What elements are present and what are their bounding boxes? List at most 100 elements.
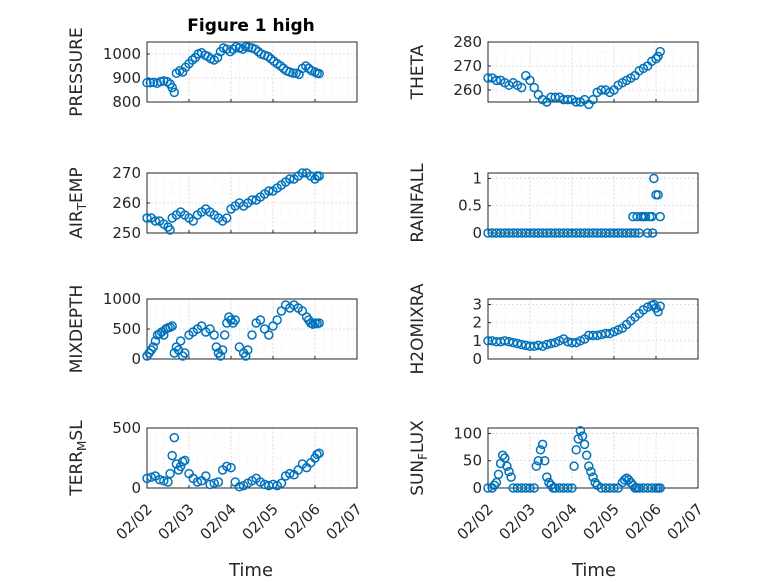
- data-point: [187, 55, 198, 65]
- data-point: [272, 315, 282, 325]
- x-tick-label: 02/04: [197, 500, 240, 543]
- y-axis-label: TERRMSL: [67, 420, 89, 497]
- x-tick-label: 02/07: [323, 500, 366, 543]
- subplot-air-temp: 250 260 270 AIRTEMP: [67, 164, 358, 242]
- data-point: [575, 425, 586, 436]
- y-tick-label: 1000: [103, 290, 141, 308]
- data-point: [581, 450, 592, 461]
- data-point: [489, 480, 500, 491]
- data-point: [655, 301, 665, 312]
- x-axis-label-left: Time: [228, 560, 273, 581]
- y-axis-label: SUNFLUX: [408, 420, 430, 496]
- data-point: [209, 330, 219, 340]
- data-point: [525, 483, 535, 493]
- data-point: [263, 51, 273, 62]
- data-point: [275, 61, 286, 71]
- data-point: [301, 61, 311, 71]
- data-point: [219, 330, 230, 340]
- y-axis-label: PRESSURE: [67, 27, 87, 116]
- y-tick-label: 500: [112, 419, 141, 437]
- y-tick-label: 0: [472, 350, 482, 368]
- y-tick-label: 3: [472, 295, 482, 313]
- data-point: [264, 330, 274, 340]
- y-axis-label: THETA: [408, 44, 428, 100]
- data-point: [226, 462, 236, 473]
- data-point: [546, 338, 556, 349]
- data-point: [213, 477, 224, 487]
- data-point: [516, 82, 527, 93]
- data-point: [579, 439, 590, 450]
- data-point: [569, 461, 579, 471]
- data-point: [209, 478, 219, 488]
- data-point: [630, 228, 640, 238]
- data-point: [508, 337, 518, 348]
- data-point: [167, 321, 177, 331]
- y-tick-label: 0: [472, 224, 482, 242]
- y-tick-label: 800: [112, 93, 141, 111]
- x-tick-label: 02/06: [622, 500, 665, 543]
- y-tick-label: 270: [112, 164, 141, 182]
- data-point: [159, 476, 169, 486]
- data-point: [567, 483, 577, 493]
- data-point: [250, 44, 261, 54]
- x-tick-label: 02/07: [664, 500, 707, 543]
- data-point: [264, 186, 274, 196]
- data-point: [588, 472, 598, 482]
- axes-box: [487, 298, 699, 360]
- data-point: [563, 94, 573, 105]
- axes-box: [146, 427, 358, 489]
- data-point: [247, 330, 257, 340]
- data-point: [314, 171, 324, 181]
- data-point: [150, 216, 161, 226]
- y-tick-label: 900: [112, 69, 141, 87]
- data-point: [145, 78, 156, 88]
- y-tick-label: 260: [453, 81, 482, 99]
- data-point: [238, 44, 248, 54]
- data-point: [529, 82, 539, 93]
- data-point: [230, 315, 240, 325]
- data-point: [215, 351, 226, 361]
- y-tick-label: 0: [131, 479, 141, 497]
- y-tick-label: 100: [453, 424, 482, 442]
- data-point: [150, 336, 161, 346]
- y-tick-label: 2: [472, 314, 482, 332]
- data-point: [297, 168, 308, 178]
- data-point: [177, 67, 188, 77]
- data-point: [653, 306, 663, 317]
- data-point: [642, 228, 653, 238]
- data-point: [314, 448, 324, 458]
- data-point: [493, 469, 504, 480]
- y-axis-label: RAINFALL: [408, 163, 428, 243]
- data-point: [234, 482, 245, 492]
- y-tick-label: 1: [472, 332, 482, 350]
- data-point: [163, 477, 173, 487]
- data-point: [647, 228, 658, 238]
- x-tick-label: 02/02: [113, 500, 156, 543]
- subplot-pressure: 800 900 1000 PRESSURE: [67, 27, 358, 117]
- data-point: [596, 85, 607, 95]
- y-tick-label: 260: [112, 194, 141, 212]
- data-point: [571, 445, 581, 455]
- data-point: [314, 68, 324, 79]
- data-point: [655, 46, 665, 57]
- x-tick-label: 02/06: [281, 500, 324, 543]
- data-point: [180, 348, 190, 358]
- data-point: [497, 450, 508, 461]
- data-point: [222, 213, 232, 223]
- y-tick-label: 0.5: [458, 197, 482, 215]
- y-tick-label: 1: [472, 169, 482, 187]
- x-tick-label: 02/05: [580, 500, 623, 543]
- data-point: [590, 477, 600, 488]
- data-point: [584, 461, 594, 471]
- data-point: [142, 213, 152, 223]
- data-point: [571, 97, 581, 107]
- data-point: [525, 75, 535, 86]
- data-point: [567, 337, 577, 348]
- y-tick-label: 50: [463, 452, 482, 470]
- y-tick-label: 280: [453, 33, 482, 51]
- y-tick-label: 0: [472, 479, 482, 497]
- data-point: [531, 461, 542, 471]
